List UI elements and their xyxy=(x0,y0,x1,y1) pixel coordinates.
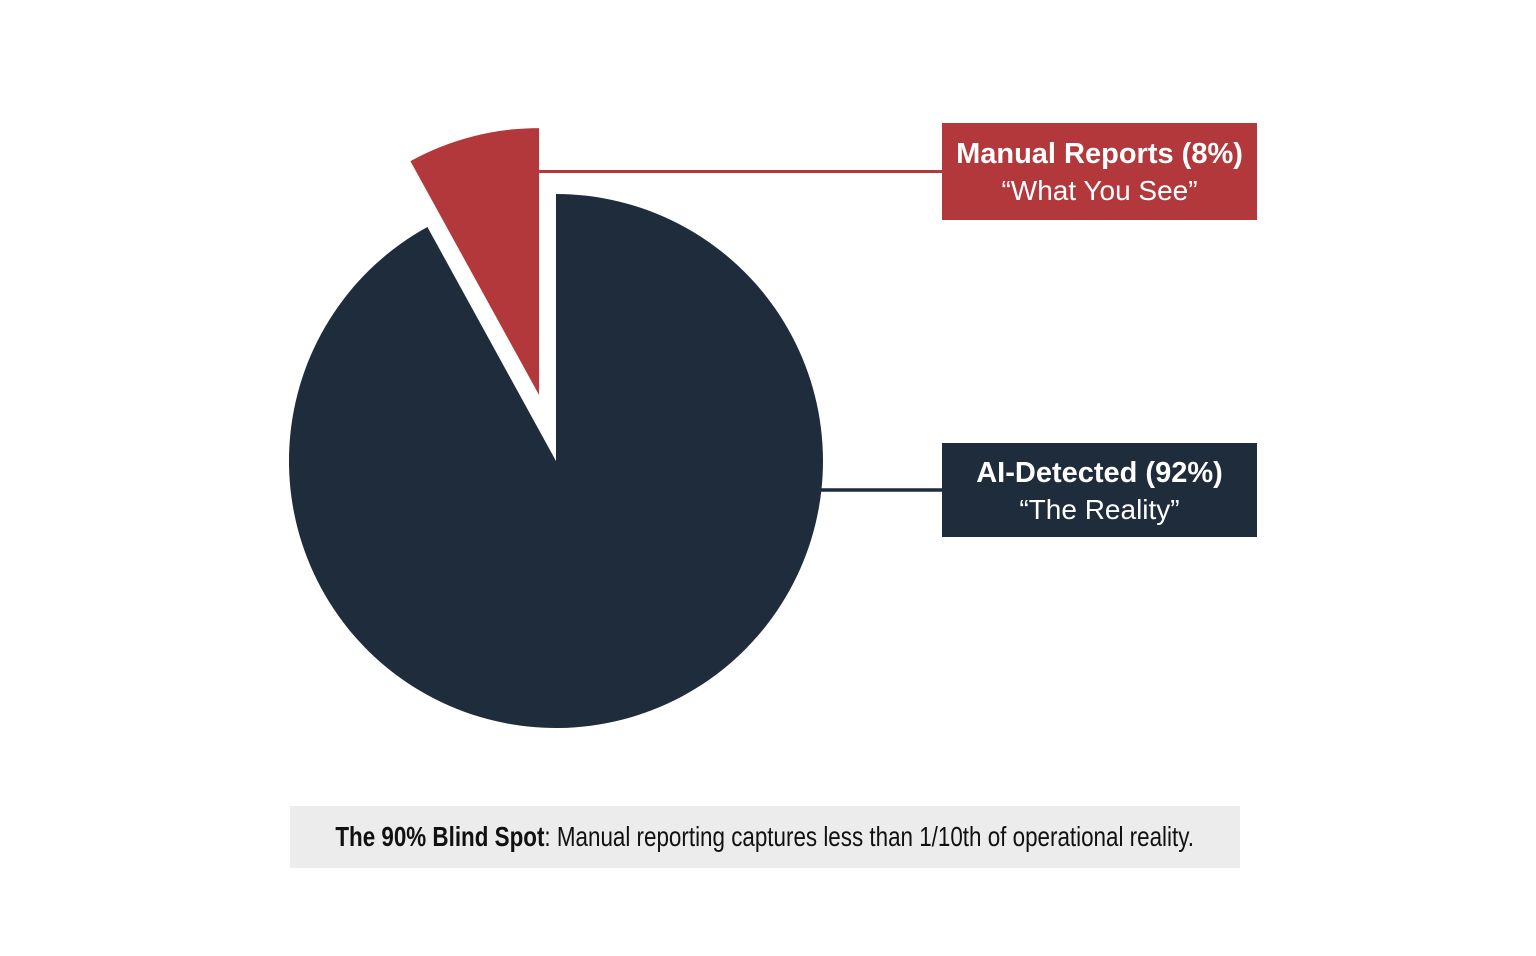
pie-slice-ai-detected xyxy=(288,194,823,728)
callout-ai-title: AI-Detected (92%) xyxy=(976,456,1223,489)
caption-bold-text: The 90% Blind Spot xyxy=(335,821,545,852)
caption-rest-text: : Manual reporting captures less than 1/… xyxy=(544,821,1195,852)
callout-manual-reports: Manual Reports (8%) “What You See” xyxy=(942,123,1257,220)
callout-ai-subtitle: “The Reality” xyxy=(1019,493,1180,525)
callout-manual-subtitle: “What You See” xyxy=(1001,175,1198,206)
caption-text: The 90% Blind Spot: Manual reporting cap… xyxy=(336,821,1195,853)
callout-manual-title: Manual Reports (8%) xyxy=(956,138,1243,170)
pie-slice-manual-reports xyxy=(410,128,540,396)
callout-ai-detected: AI-Detected (92%) “The Reality” xyxy=(942,443,1257,537)
caption-bar: The 90% Blind Spot: Manual reporting cap… xyxy=(290,806,1240,868)
